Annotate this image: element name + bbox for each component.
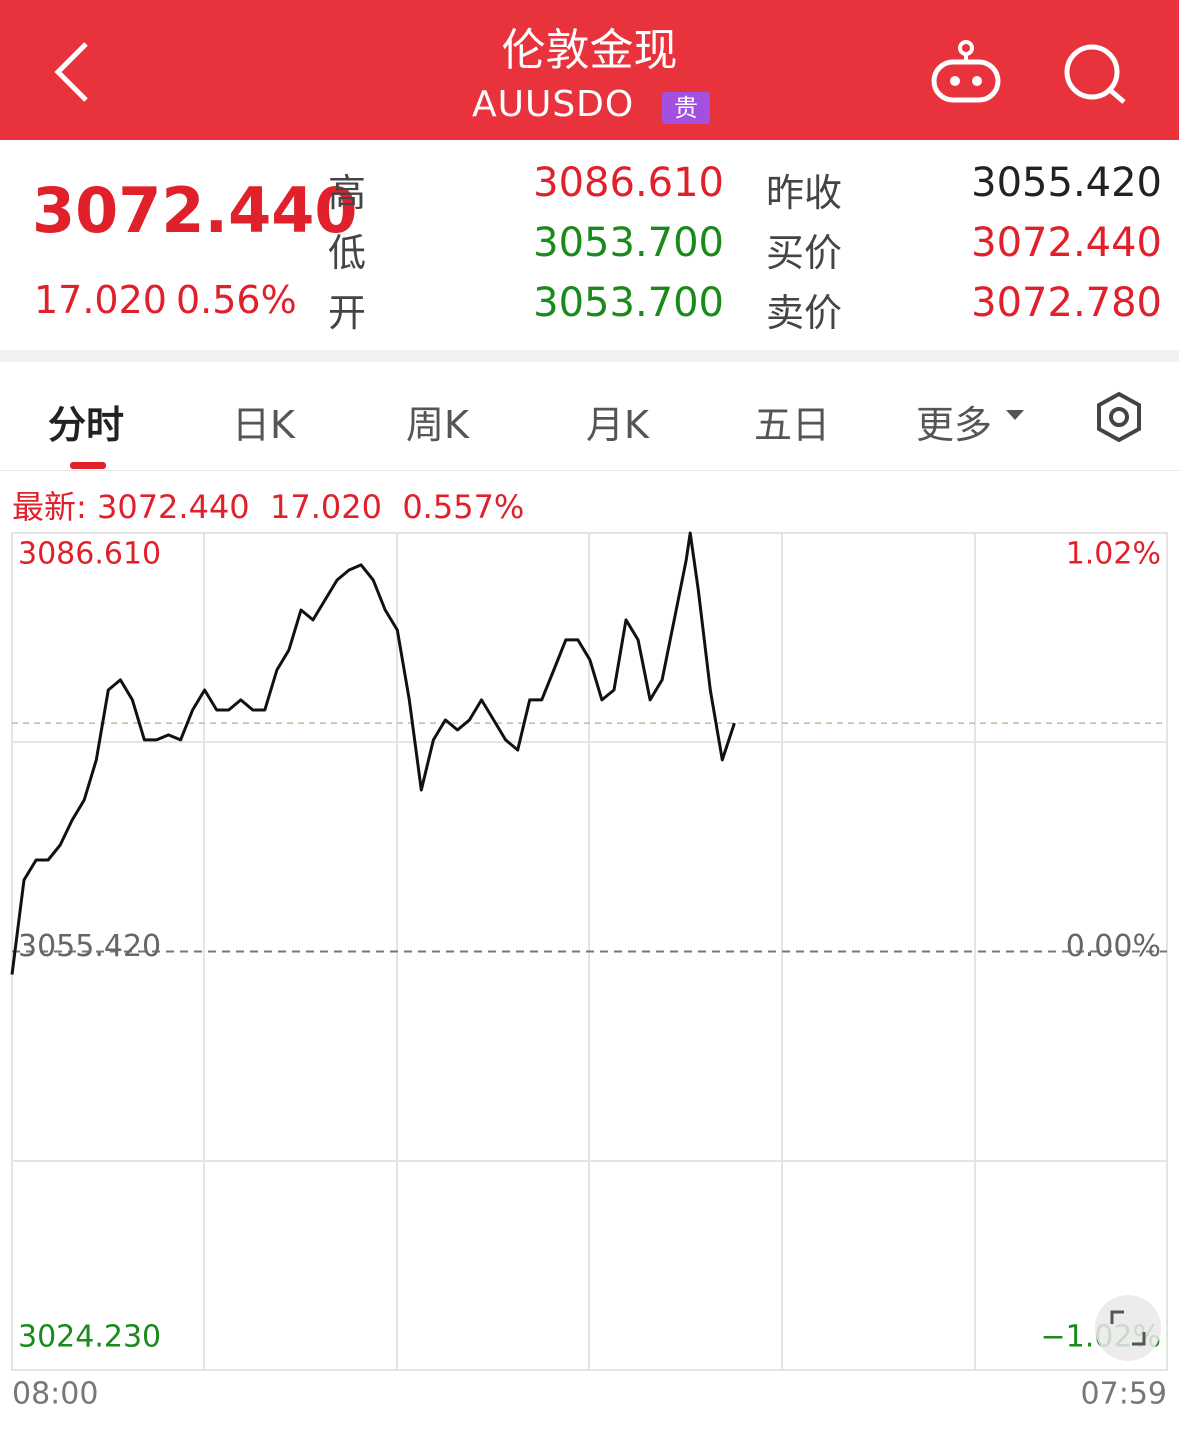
dropdown-arrow [1006,410,1024,420]
y-tick-label: 3024.230 [18,1320,161,1355]
latest-pct: 0.557% [402,488,525,526]
stat-value: 3072.780 [971,280,1162,326]
stat-label: 低 [328,231,367,275]
tab[interactable]: 周K [406,403,469,447]
chart: 3086.6103055.4203024.2301.02%0.00%−1.02%… [10,531,1168,1412]
latest-info: 最新: 3072.440 17.020 0.557% [12,482,524,528]
tab-indicator [70,462,106,469]
code: AUUSDO [472,84,635,125]
stat-label: 买价 [766,231,843,275]
stat-label: 昨收 [766,171,843,215]
robot-button[interactable] [928,40,1004,106]
latest-change: 17.020 [270,488,382,526]
latest-price: 3072.440 [96,488,250,526]
back-button[interactable] [50,40,94,104]
stat-value: 3072.440 [971,220,1162,266]
separator [0,350,1179,362]
tab[interactable]: 日K [232,403,295,447]
change-pct: 0.56% [176,278,297,322]
tab[interactable]: 月K [586,403,649,447]
stat-label: 开 [328,291,367,335]
fullscreen-button[interactable] [1094,1294,1162,1362]
stat-label: 卖价 [766,291,843,335]
latest-label: 最新: [12,488,87,526]
y-tick-label: 3086.610 [18,537,161,572]
header: 伦敦金现 AUUSDO 贵 [0,0,1179,140]
tab[interactable]: 更多 [916,403,993,447]
change: 17.020 [34,278,167,322]
stat-value: 3053.700 [533,280,724,326]
settings-button[interactable] [1092,390,1146,444]
stat-value: 3053.700 [533,220,724,266]
stat-value: 3086.610 [533,160,724,206]
stat-value: 3055.420 [971,160,1162,206]
y-tick-label: 3055.420 [18,929,161,964]
x-tick-label: 07:59 [1081,1377,1167,1412]
y2-tick-label: 0.00% [1066,929,1161,964]
search-button[interactable] [1062,42,1128,106]
title: 伦敦金现 [501,25,678,76]
x-tick-label: 08:00 [12,1377,98,1412]
separator [0,470,1179,471]
stat-label: 高 [328,171,367,215]
y2-tick-label: 1.02% [1066,537,1161,572]
tab[interactable]: 五日 [754,403,831,447]
badge: 贵 [662,92,710,124]
tab[interactable]: 分时 [48,403,125,447]
price: 3072.440 [32,174,358,247]
price-line [10,531,736,975]
